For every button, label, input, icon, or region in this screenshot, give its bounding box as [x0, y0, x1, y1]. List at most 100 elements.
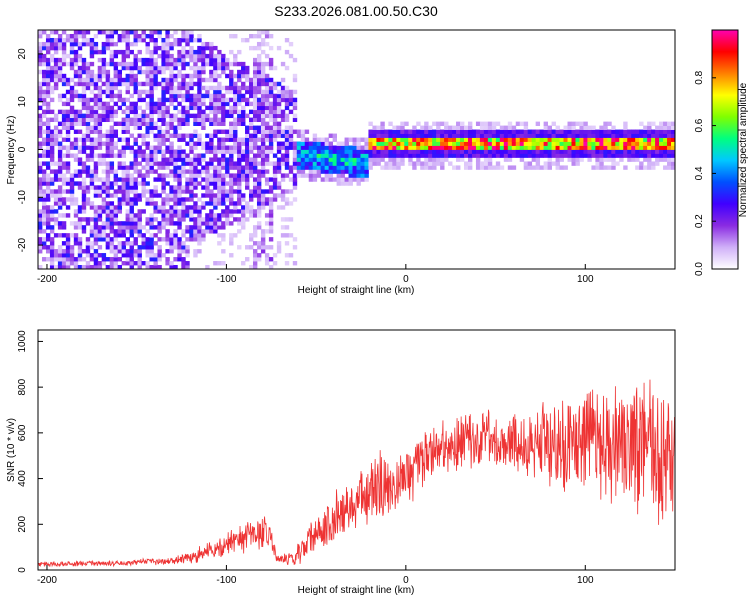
x-tick-label: 0	[403, 575, 409, 586]
heatmap-cell	[559, 137, 564, 142]
heatmap-cell	[233, 93, 238, 99]
heatmap-cell	[260, 30, 266, 35]
heatmap-cell	[615, 129, 620, 134]
heatmap-cell	[38, 97, 43, 103]
heatmap-cell	[487, 161, 493, 166]
heatmap-cell	[460, 121, 465, 126]
heatmap-cell	[105, 205, 111, 210]
heatmap-cell	[73, 69, 79, 75]
heatmap-cell	[153, 41, 158, 47]
heatmap-cell	[77, 205, 83, 210]
heatmap-cell	[201, 41, 206, 47]
snr-y-axis-label: SNR (10 * v/v)	[6, 418, 17, 482]
heatmap-cell	[157, 109, 162, 115]
heatmap-cell	[245, 181, 250, 186]
heatmap-cell	[161, 157, 166, 162]
heatmap-cell	[245, 145, 250, 150]
heatmap-cell	[587, 129, 592, 134]
heatmap-cell	[591, 145, 596, 150]
heatmap-cell	[217, 201, 222, 206]
heatmap-cell	[623, 145, 628, 150]
heatmap-cell	[189, 197, 194, 202]
heatmap-cell	[400, 133, 405, 138]
heatmap-cell	[149, 117, 154, 123]
heatmap-cell	[165, 125, 170, 130]
heatmap-cell	[38, 213, 43, 218]
heatmap-cell	[456, 157, 461, 162]
heatmap-cell	[276, 93, 282, 99]
heatmap-cell	[396, 141, 401, 146]
heatmap-cell	[280, 129, 286, 134]
heatmap-cell	[412, 129, 417, 134]
heatmap-cell	[105, 113, 111, 119]
heatmap-cell	[448, 161, 453, 166]
heatmap-cell	[161, 81, 166, 87]
heatmap-cell	[153, 109, 158, 115]
heatmap-cell	[145, 229, 150, 234]
heatmap-cell	[73, 237, 79, 242]
heatmap-cell	[165, 233, 170, 238]
heatmap-cell	[667, 141, 672, 146]
heatmap-cell	[659, 157, 664, 162]
heatmap-cell	[241, 65, 246, 71]
heatmap-cell	[49, 205, 55, 210]
heatmap-cell	[221, 149, 226, 154]
heatmap-cell	[49, 217, 55, 222]
heatmap-cell	[260, 97, 266, 103]
heatmap-cell	[221, 57, 226, 63]
heatmap-cell	[229, 209, 234, 214]
heatmap-cell	[137, 145, 142, 150]
heatmap-cell	[93, 217, 99, 222]
heatmap-cell	[364, 173, 369, 178]
heatmap-cell	[595, 153, 600, 158]
heatmap-cell	[117, 37, 123, 43]
heatmap-cell	[635, 141, 640, 146]
heatmap-cell	[583, 121, 588, 126]
heatmap-cell	[659, 121, 664, 126]
heatmap-cell	[73, 201, 79, 206]
heatmap-cell	[125, 257, 130, 262]
heatmap-cell	[73, 57, 79, 63]
heatmap-cell	[623, 121, 628, 126]
heatmap-cell	[153, 30, 158, 35]
heatmap-cell	[241, 141, 246, 146]
heatmap-cell	[264, 129, 270, 134]
heatmap-cell	[137, 249, 142, 254]
heatmap-cell	[475, 121, 481, 126]
heatmap-cell	[460, 157, 465, 162]
heatmap-cell	[205, 133, 210, 138]
heatmap-cell	[121, 65, 126, 71]
heatmap-cell	[53, 141, 59, 146]
heatmap-cell	[49, 57, 55, 63]
heatmap-cell	[260, 205, 266, 210]
heatmap-cell	[57, 161, 63, 166]
heatmap-cell	[225, 133, 230, 138]
heatmap-cell	[105, 265, 111, 269]
heatmap-cell	[85, 113, 91, 119]
heatmap-cell	[364, 137, 369, 142]
heatmap-cell	[65, 117, 71, 123]
heatmap-cell	[256, 145, 262, 150]
heatmap-cell	[655, 125, 660, 130]
heatmap-cell	[288, 169, 294, 174]
heatmap-cell	[284, 105, 290, 111]
heatmap-cell	[300, 133, 306, 138]
heatmap-cell	[651, 133, 656, 138]
heatmap-cell	[284, 65, 290, 71]
heatmap-cell	[113, 233, 119, 238]
heatmap-cell	[603, 149, 608, 154]
heatmap-cell	[237, 221, 242, 226]
heatmap-cell	[81, 249, 87, 254]
heatmap-cell	[65, 137, 71, 142]
heatmap-cell	[543, 145, 548, 150]
heatmap-cell	[440, 165, 445, 170]
heatmap-cell	[93, 241, 99, 246]
heatmap-cell	[603, 137, 608, 142]
heatmap-cell	[133, 113, 138, 119]
heatmap-cell	[38, 133, 43, 138]
heatmap-cell	[117, 189, 123, 194]
heatmap-cell	[101, 197, 107, 202]
heatmap-cell	[133, 77, 138, 83]
heatmap-cell	[205, 105, 210, 111]
